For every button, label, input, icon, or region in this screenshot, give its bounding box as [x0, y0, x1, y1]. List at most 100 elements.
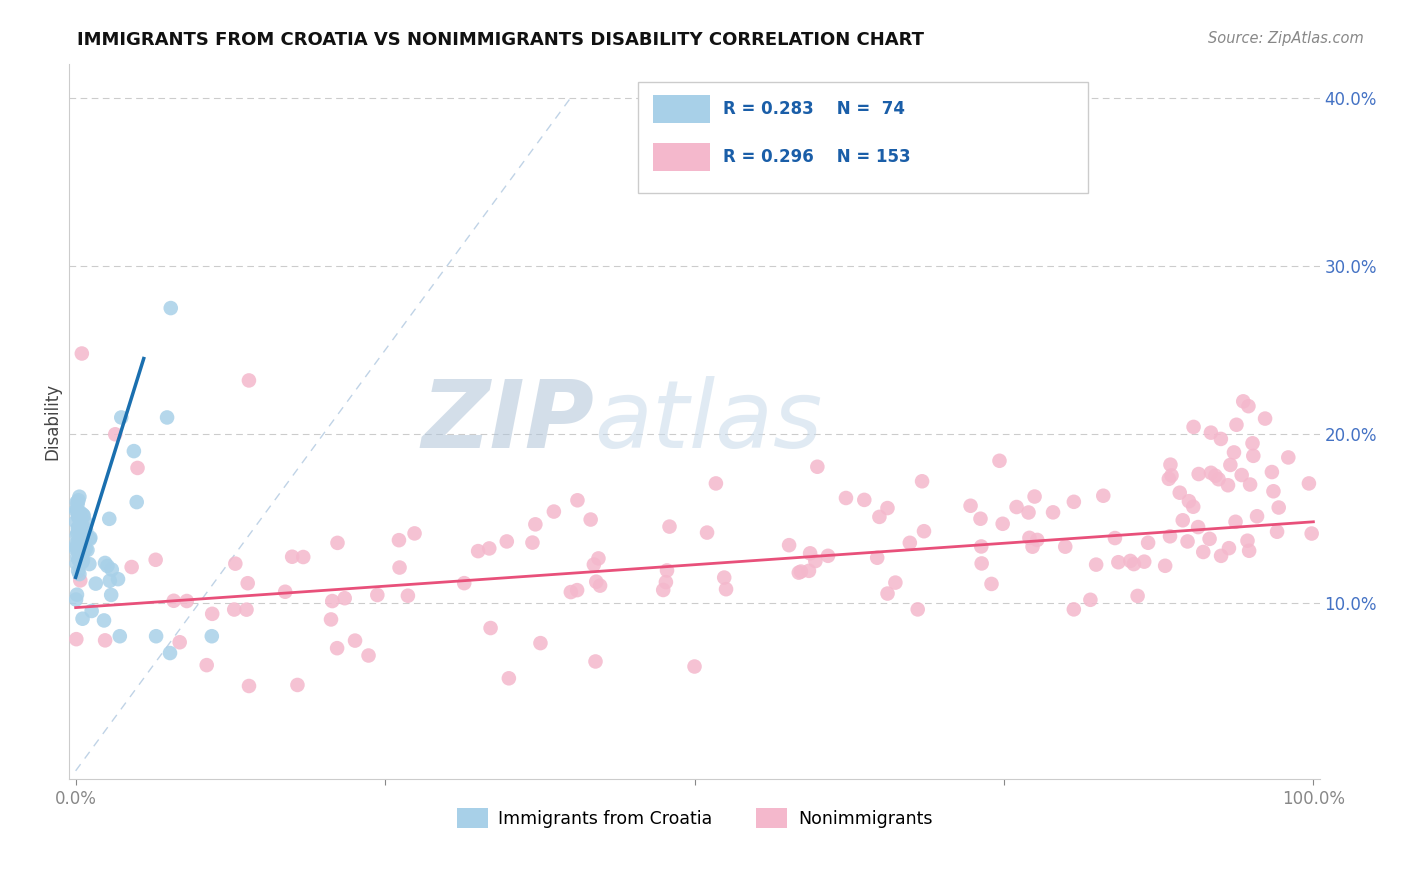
- Legend: Immigrants from Croatia, Nonimmigrants: Immigrants from Croatia, Nonimmigrants: [450, 801, 939, 835]
- Point: [65, 536, 87, 550]
- Point: [704, 476, 727, 491]
- Point: [66, 495, 89, 509]
- Point: [988, 454, 1011, 468]
- Point: [585, 574, 607, 589]
- Point: [107, 572, 129, 586]
- Point: [582, 558, 605, 572]
- Point: [127, 461, 149, 475]
- Point: [326, 641, 349, 656]
- Point: [1159, 529, 1181, 543]
- Point: [524, 517, 547, 532]
- Point: [1126, 589, 1149, 603]
- Point: [108, 629, 131, 643]
- Point: [1157, 472, 1180, 486]
- Point: [1159, 458, 1181, 472]
- Point: [1177, 534, 1199, 549]
- Point: [125, 495, 148, 509]
- Point: [1232, 394, 1254, 409]
- Point: [69, 574, 91, 588]
- Point: [713, 570, 735, 584]
- Point: [1168, 485, 1191, 500]
- Point: [76, 543, 98, 558]
- Point: [655, 564, 678, 578]
- Point: [65, 503, 87, 517]
- Point: [1080, 592, 1102, 607]
- Point: [326, 536, 349, 550]
- Point: [980, 577, 1002, 591]
- Point: [65, 632, 87, 647]
- Point: [66, 510, 89, 524]
- Point: [66, 525, 89, 540]
- Point: [1182, 500, 1205, 514]
- Point: [1171, 513, 1194, 527]
- Point: [1225, 515, 1247, 529]
- Point: [287, 678, 309, 692]
- Point: [1005, 500, 1028, 514]
- Point: [159, 301, 181, 315]
- Point: [1018, 506, 1040, 520]
- Point: [292, 549, 315, 564]
- Point: [70, 525, 93, 540]
- Point: [98, 512, 121, 526]
- Point: [1107, 555, 1129, 569]
- Point: [804, 554, 827, 568]
- Point: [1204, 468, 1226, 483]
- Point: [1182, 420, 1205, 434]
- Point: [579, 512, 602, 526]
- Point: [797, 564, 820, 578]
- Text: atlas: atlas: [595, 376, 823, 467]
- Point: [388, 560, 411, 574]
- Point: [67, 490, 90, 504]
- Point: [84, 576, 107, 591]
- Point: [66, 503, 89, 517]
- Point: [73, 508, 96, 523]
- Point: [652, 582, 675, 597]
- Point: [1122, 557, 1144, 571]
- Point: [69, 508, 91, 522]
- Point: [65, 592, 87, 607]
- Point: [66, 521, 89, 535]
- Point: [1265, 524, 1288, 539]
- Point: [65, 557, 87, 571]
- Point: [75, 541, 97, 556]
- Point: [104, 427, 127, 442]
- Point: [79, 531, 101, 545]
- Point: [1192, 545, 1215, 559]
- Point: [1160, 468, 1182, 483]
- Point: [96, 558, 118, 573]
- Point: [1018, 531, 1040, 545]
- Point: [1218, 541, 1240, 556]
- Point: [655, 575, 678, 590]
- Point: [404, 526, 426, 541]
- Point: [169, 635, 191, 649]
- Point: [66, 503, 89, 517]
- Point: [176, 594, 198, 608]
- Point: [806, 459, 828, 474]
- Point: [66, 588, 89, 602]
- Point: [69, 551, 91, 566]
- Point: [585, 655, 607, 669]
- Point: [65, 542, 87, 557]
- Point: [683, 659, 706, 673]
- Point: [321, 594, 343, 608]
- Point: [156, 410, 179, 425]
- Point: [959, 499, 981, 513]
- Point: [121, 560, 143, 574]
- Point: [787, 566, 810, 580]
- Point: [479, 621, 502, 635]
- Point: [817, 549, 839, 563]
- Point: [1301, 526, 1323, 541]
- FancyBboxPatch shape: [638, 82, 1088, 193]
- Point: [1241, 449, 1264, 463]
- Point: [72, 527, 94, 541]
- Point: [224, 557, 246, 571]
- Point: [1208, 472, 1230, 486]
- Point: [195, 658, 218, 673]
- Point: [1209, 549, 1232, 563]
- Point: [98, 574, 121, 588]
- Point: [1261, 465, 1284, 479]
- Point: [94, 556, 117, 570]
- Point: [1133, 555, 1156, 569]
- Point: [876, 501, 898, 516]
- Point: [588, 551, 610, 566]
